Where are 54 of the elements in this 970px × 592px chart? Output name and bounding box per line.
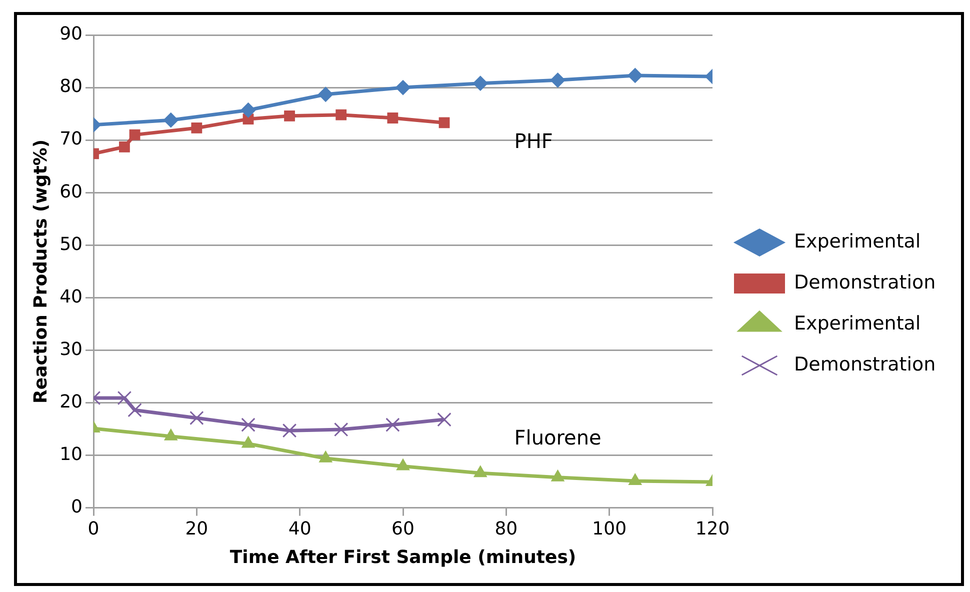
point <box>128 402 142 418</box>
point <box>628 474 642 486</box>
x-tick-label: 80 <box>494 518 518 540</box>
point <box>319 450 332 462</box>
y-tick-label: 50 <box>60 234 83 255</box>
y-tick-label: 60 <box>60 181 83 202</box>
y-tick-label: 80 <box>60 76 83 98</box>
point <box>474 466 487 478</box>
x-tick-label: 20 <box>185 518 208 540</box>
legend-label: Experimental <box>794 230 921 252</box>
point <box>164 428 178 440</box>
point <box>119 141 130 152</box>
x-tick-label: 120 <box>695 518 730 540</box>
y-tick-label: 0 <box>71 496 83 518</box>
point <box>396 458 410 470</box>
y-axis-title: Reaction Products (wgt%) <box>30 139 52 404</box>
x-tick-label: 0 <box>88 518 100 540</box>
point <box>387 112 398 124</box>
point <box>240 102 256 118</box>
point <box>386 418 400 432</box>
x-axis-title: Time After First Sample (minutes) <box>230 546 576 568</box>
point <box>396 80 410 96</box>
y-tick-label: 10 <box>60 444 83 465</box>
x-tick-label: 40 <box>288 518 312 540</box>
point <box>190 410 204 426</box>
point <box>438 117 450 128</box>
point <box>163 112 178 128</box>
point <box>242 436 255 448</box>
point <box>318 86 334 102</box>
annotation: PHF <box>514 128 553 153</box>
point <box>241 418 256 432</box>
point <box>282 423 297 438</box>
point <box>191 122 202 134</box>
point <box>117 390 132 406</box>
y-tick-label: 70 <box>60 128 83 150</box>
point <box>334 422 348 437</box>
legend-label: Experimental <box>794 312 921 334</box>
y-tick-label: 90 <box>60 24 83 45</box>
legend-label: Demonstration <box>794 353 936 376</box>
y-tick-label: 30 <box>60 338 83 360</box>
point <box>472 76 488 91</box>
y-tick-label: 20 <box>60 391 83 412</box>
point <box>550 72 566 88</box>
x-tick-label: 100 <box>592 518 627 540</box>
point <box>628 68 643 83</box>
point <box>437 412 452 427</box>
annotation: Fluorene <box>514 426 602 450</box>
point <box>129 129 140 140</box>
legend-label: Demonstration <box>794 271 936 294</box>
point <box>336 109 347 120</box>
point <box>551 470 564 482</box>
x-tick-label: 60 <box>392 518 414 540</box>
point <box>284 110 295 122</box>
y-tick-label: 40 <box>60 286 83 308</box>
